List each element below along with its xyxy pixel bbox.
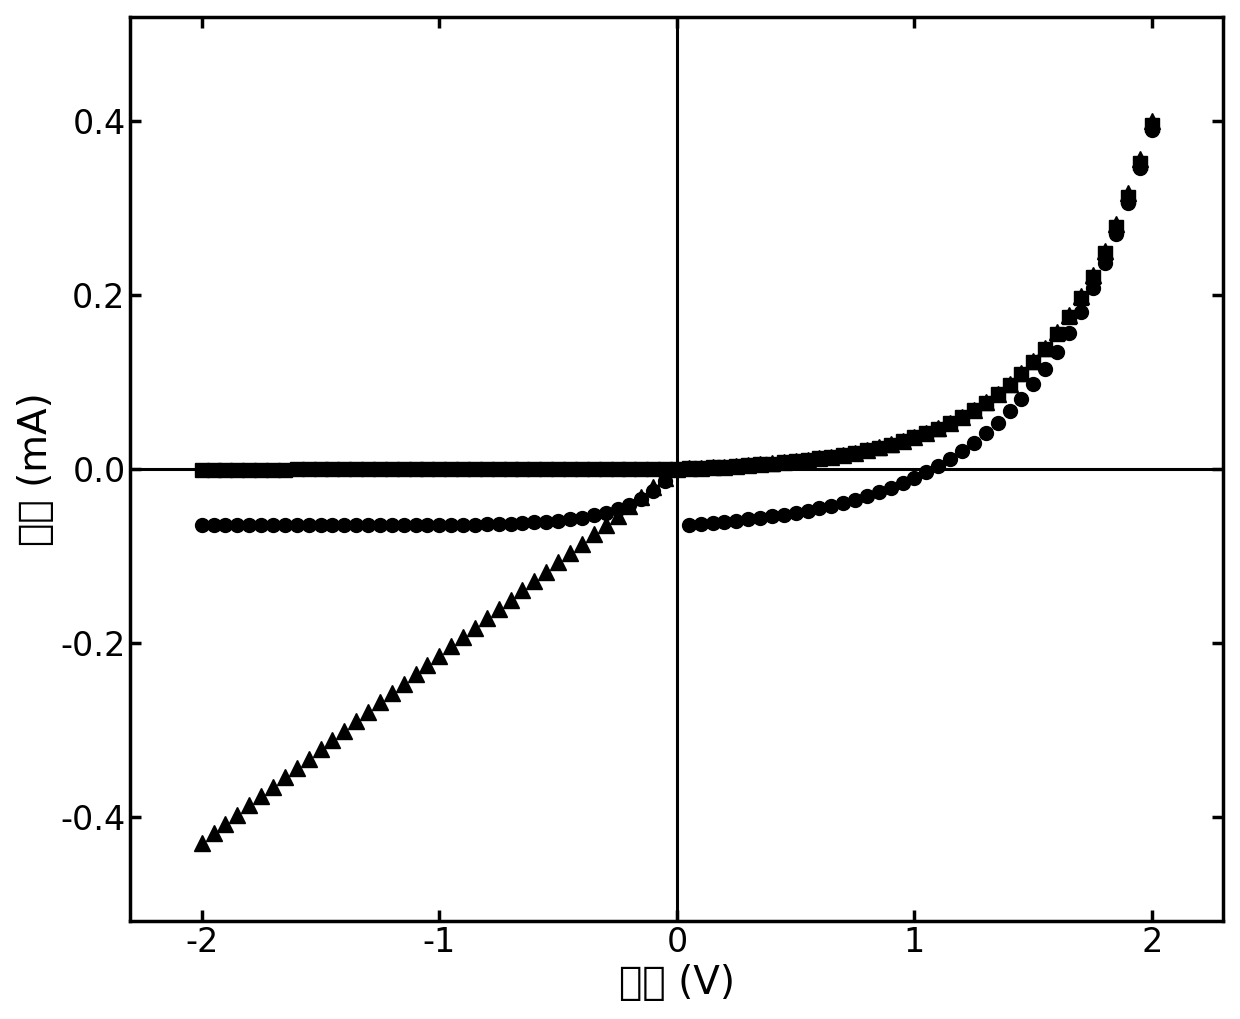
Y-axis label: 电流 (mA): 电流 (mA) xyxy=(16,392,55,545)
X-axis label: 电压 (V): 电压 (V) xyxy=(619,964,735,1003)
